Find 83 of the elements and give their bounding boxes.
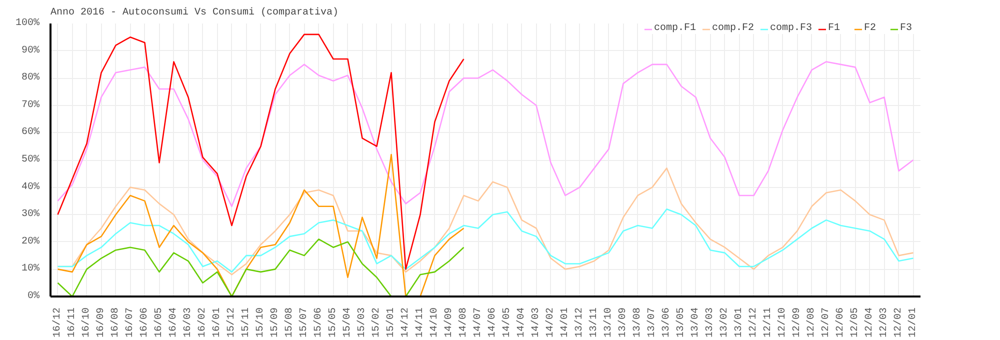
- x-tick-label: 14/11: [414, 307, 426, 338]
- y-tick-label: 20%: [21, 236, 40, 248]
- x-tick-label: 12/10: [776, 307, 788, 338]
- legend-label: F3: [900, 23, 914, 34]
- x-tick-label: 14/10: [428, 307, 440, 338]
- x-tick-label: 14/01: [558, 307, 571, 338]
- x-tick-label: 13/08: [631, 307, 644, 338]
- x-tick-label: 16/04: [167, 307, 180, 338]
- x-tick-label: 12/04: [863, 307, 876, 338]
- x-tick-label: 16/06: [138, 307, 150, 338]
- x-tick-label: 12/01: [906, 307, 919, 338]
- x-tick-label: 12/12: [747, 307, 760, 338]
- x-tick-label: 15/01: [384, 307, 397, 338]
- x-tick-label: 14/08: [457, 307, 470, 338]
- y-tick-label: 90%: [21, 45, 40, 56]
- x-tick-label: 12/05: [848, 307, 861, 338]
- legend-label: F2: [864, 23, 878, 34]
- x-tick-label: 15/03: [356, 307, 368, 338]
- legend-label: comp.F3: [770, 23, 812, 34]
- x-tick-label: 14/07: [472, 307, 484, 338]
- x-tick-label: 15/05: [326, 307, 339, 338]
- x-tick-label: 15/07: [298, 307, 310, 338]
- y-tick-label: 30%: [21, 209, 40, 220]
- chart-title: Anno 2016 - Autoconsumi Vs Consumi (comparativa): [50, 6, 339, 18]
- legend-label: comp.F2: [712, 23, 754, 34]
- x-tick-label: 15/10: [254, 307, 266, 338]
- x-tick-label: 15/08: [283, 307, 296, 338]
- y-tick-label: 100%: [15, 18, 40, 29]
- y-tick-label: 10%: [21, 264, 40, 275]
- x-tick-label: 16/08: [109, 307, 122, 338]
- x-tick-label: 13/10: [602, 307, 614, 338]
- x-tick-label: 16/07: [124, 307, 136, 338]
- x-tick-label: 16/11: [66, 307, 78, 338]
- line-series: [57, 154, 464, 296]
- x-tick-label: 12/02: [892, 307, 904, 338]
- x-tick-label: 16/09: [94, 307, 107, 338]
- x-tick-label: 15/11: [240, 307, 252, 338]
- x-tick-label: 12/07: [820, 307, 832, 338]
- y-tick-label: 0%: [28, 291, 40, 302]
- y-tick-label: 50%: [21, 154, 40, 166]
- x-tick-label: 13/05: [674, 307, 687, 338]
- x-tick-label: 13/07: [646, 307, 658, 338]
- line-series: [57, 61, 914, 208]
- line-series: [57, 208, 914, 273]
- x-tick-label: 16/01: [210, 307, 223, 338]
- x-tick-label: 13/02: [718, 307, 730, 338]
- x-tick-label: 13/06: [660, 307, 672, 338]
- x-tick-label: 12/08: [805, 307, 818, 338]
- line-series: [57, 238, 464, 296]
- x-tick-label: 16/12: [51, 307, 64, 338]
- x-tick-label: 12/11: [762, 307, 774, 338]
- legend-label: F1: [828, 23, 842, 34]
- x-tick-label: 14/12: [399, 307, 412, 338]
- x-tick-label: 14/09: [442, 307, 455, 338]
- x-tick-label: 15/09: [268, 307, 281, 338]
- x-tick-label: 15/12: [225, 307, 238, 338]
- x-tick-label: 13/03: [704, 307, 716, 338]
- x-tick-label: 14/05: [500, 307, 513, 338]
- x-tick-label: 14/03: [530, 307, 542, 338]
- x-tick-label: 12/06: [834, 307, 846, 338]
- x-tick-label: 13/09: [616, 307, 629, 338]
- x-tick-label: 15/02: [370, 307, 382, 338]
- y-tick-label: 40%: [21, 182, 40, 193]
- y-tick-label: 80%: [21, 72, 40, 84]
- x-tick-label: 13/12: [573, 307, 586, 338]
- x-tick-label: 14/04: [515, 307, 528, 338]
- x-tick-label: 12/09: [790, 307, 803, 338]
- x-tick-label: 16/10: [80, 307, 92, 338]
- x-tick-label: 14/02: [544, 307, 556, 338]
- x-tick-label: 16/03: [182, 307, 194, 338]
- x-tick-label: 16/05: [152, 307, 165, 338]
- x-tick-label: 15/06: [312, 307, 324, 338]
- x-tick-label: 13/11: [588, 307, 600, 338]
- line-series: [57, 34, 464, 270]
- x-tick-label: 12/03: [878, 307, 890, 338]
- x-tick-label: 16/02: [196, 307, 208, 338]
- x-tick-label: 15/04: [341, 307, 354, 338]
- x-tick-label: 13/01: [732, 307, 745, 338]
- legend-label: comp.F1: [654, 23, 696, 34]
- y-tick-label: 60%: [21, 127, 40, 138]
- x-tick-label: 13/04: [689, 307, 702, 338]
- x-tick-label: 14/06: [486, 307, 498, 338]
- y-tick-label: 70%: [21, 100, 40, 111]
